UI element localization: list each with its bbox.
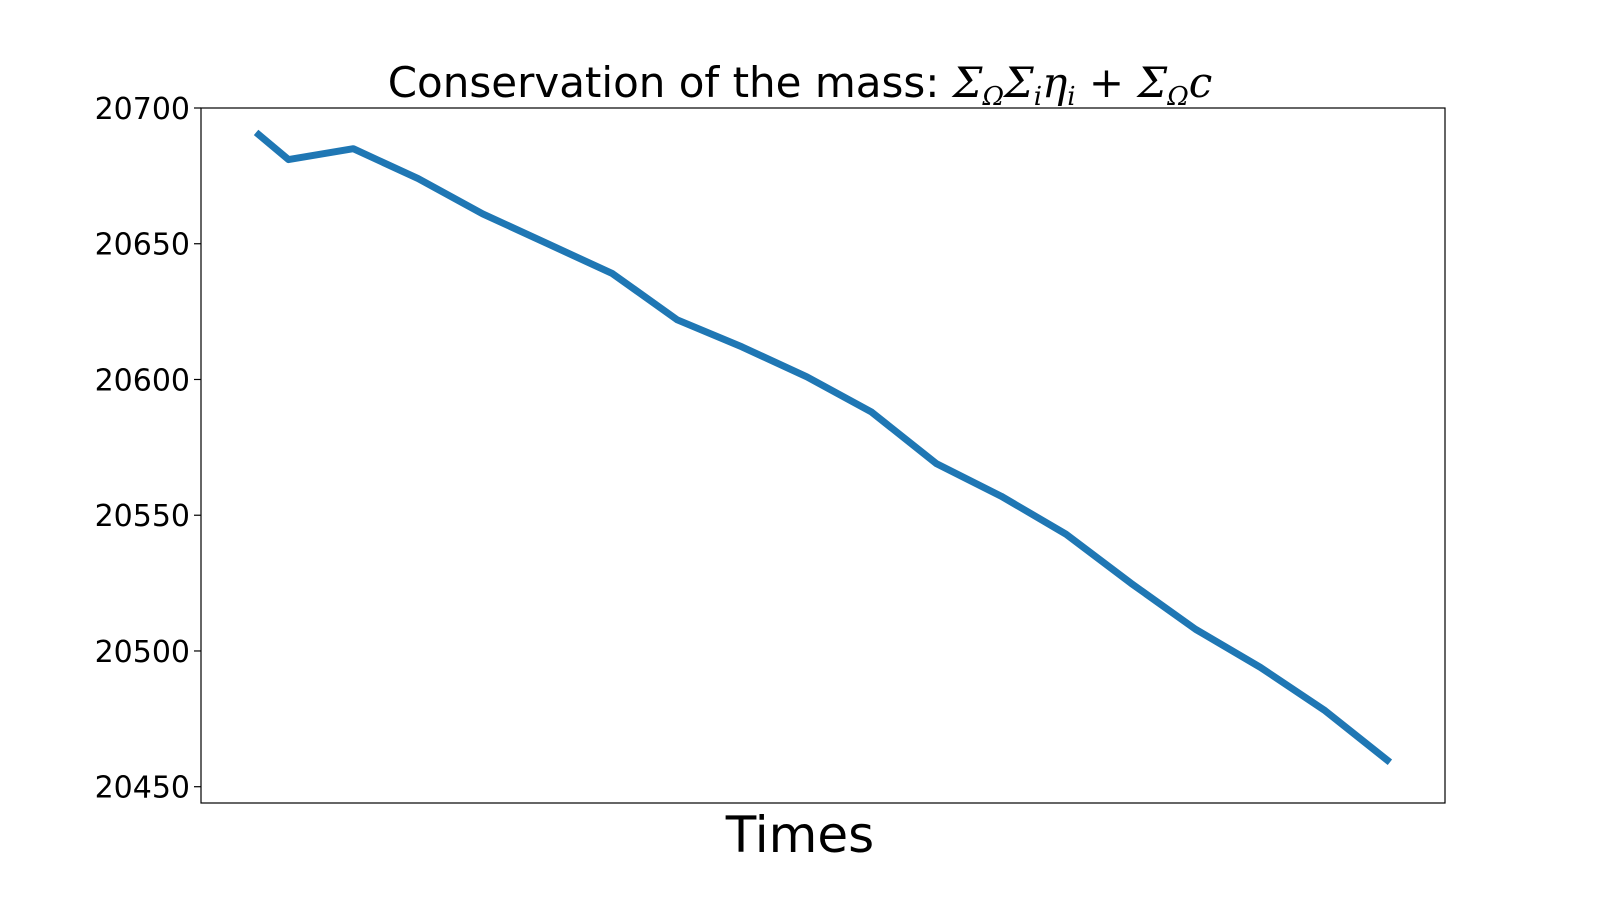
- y-tick-label: 20450: [95, 771, 190, 806]
- plot-series: [253, 129, 1393, 766]
- y-axis: 20450 20500 20550 20600 20650 20700: [95, 92, 201, 806]
- y-tick-label: 20600: [95, 363, 190, 398]
- x-axis-label: Times: [725, 806, 875, 864]
- y-tick-label: 20650: [95, 228, 190, 263]
- title-sigma-3: Σ: [1137, 58, 1168, 107]
- title-i-sub-1: i: [1033, 82, 1043, 112]
- y-tick-label: 20500: [95, 635, 190, 670]
- title-sigma-2: Σ: [1004, 58, 1034, 107]
- title-omega-sub-2: Ω: [1167, 82, 1189, 112]
- chart-title-text: Conservation of the mass:: [387, 58, 953, 107]
- title-omega-sub-1: Ω: [982, 82, 1005, 112]
- title-eta: η: [1042, 58, 1068, 107]
- title-sigma-1: Σ: [952, 58, 983, 107]
- series-line: [253, 129, 1393, 766]
- title-plus: +: [1088, 58, 1125, 107]
- plot-frame: [200, 107, 1446, 804]
- title-i-sub-2: i: [1067, 82, 1076, 112]
- chart-title-formula: ΣΩΣiηi + ΣΩc: [952, 58, 1213, 112]
- y-tick-label: 20550: [95, 499, 190, 534]
- title-c: c: [1188, 58, 1213, 107]
- chart-title: Conservation of the mass: ΣΩΣiηi + ΣΩc: [0, 58, 1600, 112]
- y-tick-label: 20700: [95, 92, 190, 127]
